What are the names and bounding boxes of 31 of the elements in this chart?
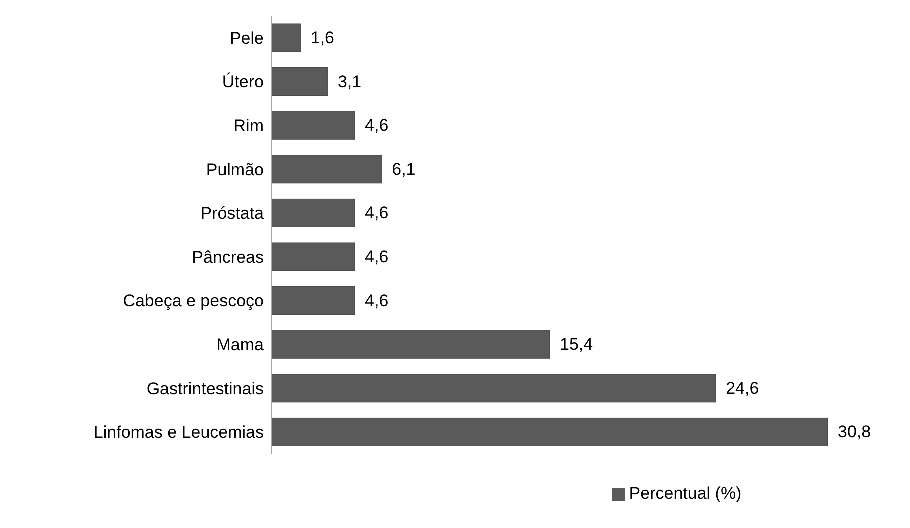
bar: [272, 330, 550, 359]
data-label: 4,6: [365, 204, 389, 223]
y-tick-label: Pulmão: [206, 160, 264, 180]
y-tick-label: Linfomas e Leucemias: [94, 423, 264, 442]
data-label: 4,6: [365, 116, 389, 136]
data-label: 4,6: [365, 248, 389, 266]
data-label: 24,6: [726, 378, 760, 398]
bar: [272, 418, 828, 446]
legend-label: Percentual (%): [629, 484, 742, 503]
y-tick-label: Pâncreas: [192, 248, 264, 267]
bar: [272, 111, 356, 140]
data-label: 3,1: [338, 72, 362, 92]
data-label: 4,6: [365, 291, 389, 310]
y-tick-label: Útero: [222, 72, 264, 92]
y-tick-label: Pele: [230, 28, 264, 48]
data-label: 6,1: [392, 160, 416, 179]
bar: [272, 68, 328, 96]
y-tick-label: Próstata: [200, 204, 265, 224]
data-label: 1,6: [310, 28, 335, 48]
data-label: 30,8: [838, 422, 872, 442]
y-tick-label: Rim: [234, 116, 264, 136]
data-label: 15,4: [560, 335, 594, 354]
bar: [272, 24, 302, 52]
y-tick-label: Mama: [216, 336, 265, 355]
bar: [272, 155, 382, 184]
bar: [272, 198, 356, 228]
y-tick-label: Gastrintestinais: [146, 379, 264, 398]
bar: [272, 374, 716, 403]
bar: [272, 286, 356, 316]
y-tick-label: Cabeça e pescoço: [123, 292, 264, 311]
bar: [272, 242, 356, 272]
